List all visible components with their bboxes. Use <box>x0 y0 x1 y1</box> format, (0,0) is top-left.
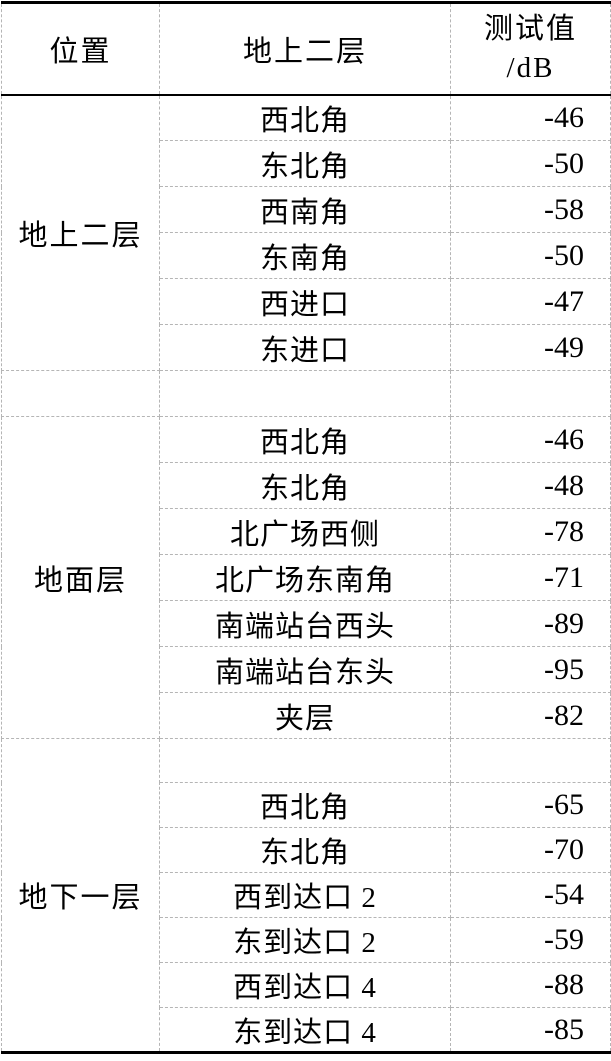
value-cell: -65 <box>450 782 611 828</box>
point-cell: 东北角 <box>159 462 451 509</box>
value-cell: -47 <box>450 278 611 325</box>
header-value-line1: 测试值 <box>483 12 577 45</box>
table-row: 西北角 -65 <box>2 782 611 828</box>
point-cell: 西到达口 4 <box>159 962 451 1008</box>
value-cell: -89 <box>450 600 611 647</box>
value-cell: -58 <box>450 186 611 233</box>
value-cell: -46 <box>450 416 611 463</box>
group-label-basement1: 地下一层 <box>1 738 160 1053</box>
value-cell: -82 <box>450 692 611 739</box>
value-cell: -48 <box>450 462 611 509</box>
header-location: 位置 <box>1 2 160 96</box>
table-row: 东到达口 4 -85 <box>2 1007 611 1053</box>
point-cell: 西南角 <box>159 186 451 233</box>
table-header-row: 位置 地上二层 测试值 /dB <box>1 2 611 96</box>
table-row: 地面层 西北角 -46 <box>1 416 611 739</box>
point-cell: 东进口 <box>159 324 451 371</box>
spacer-row <box>1 370 611 417</box>
table-row: 西到达口 2 -54 <box>2 872 611 918</box>
point-cell: 东北角 <box>159 140 451 187</box>
point-cell: 东北角 <box>159 827 451 873</box>
value-cell: -95 <box>450 646 611 693</box>
value-cell: -49 <box>450 324 611 371</box>
value-cell: -71 <box>450 554 611 601</box>
value-cell: -88 <box>450 962 611 1008</box>
point-cell: 东南角 <box>159 232 451 279</box>
point-cell: 东到达口 2 <box>159 917 451 963</box>
empty-cell <box>450 370 611 417</box>
table-row: 东北角 -50 <box>2 140 611 187</box>
table-row: 北广场东南角 -71 <box>2 554 611 601</box>
point-cell: 西北角 <box>159 782 451 828</box>
value-cell: -78 <box>450 508 611 555</box>
header-value-line2: /dB <box>506 51 555 84</box>
table-row: 东北角 -70 <box>2 827 611 873</box>
spacer-row: 地下一层 <box>1 738 611 1053</box>
point-cell: 夹层 <box>159 692 451 739</box>
table-row: 东北角 -48 <box>2 462 611 509</box>
table-row: 西到达口 4 -88 <box>2 962 611 1008</box>
point-cell: 西到达口 2 <box>159 872 451 918</box>
header-value: 测试值 /dB <box>450 2 611 96</box>
point-cell: 南端站台西头 <box>159 600 451 647</box>
empty-cell <box>450 738 611 783</box>
empty-cell <box>159 738 451 783</box>
point-cell: 西进口 <box>159 278 451 325</box>
point-cell: 西北角 <box>159 94 451 141</box>
value-cell: -59 <box>450 917 611 963</box>
value-cell: -46 <box>450 94 611 141</box>
value-cell: -70 <box>450 827 611 873</box>
value-cell: -85 <box>450 1007 611 1053</box>
point-cell: 南端站台东头 <box>159 646 451 693</box>
group-label-floor2: 地上二层 <box>1 94 160 371</box>
point-cell: 北广场西侧 <box>159 508 451 555</box>
value-cell: -54 <box>450 872 611 918</box>
empty-cell <box>159 370 451 417</box>
point-cell: 东到达口 4 <box>159 1007 451 1053</box>
group-label-ground: 地面层 <box>1 416 160 739</box>
point-cell: 北广场东南角 <box>159 554 451 601</box>
point-cell: 西北角 <box>159 416 451 463</box>
table-row: 北广场西侧 -78 <box>2 508 611 555</box>
table-row: 夹层 -82 <box>2 692 611 739</box>
table-row: 东进口 -49 <box>2 324 611 371</box>
empty-cell <box>1 370 160 417</box>
table-row: 地上二层 西北角 -46 <box>1 94 611 371</box>
table-row: 南端站台东头 -95 <box>2 646 611 693</box>
table-row: 南端站台西头 -89 <box>2 600 611 647</box>
value-cell: -50 <box>450 232 611 279</box>
value-cell: -50 <box>450 140 611 187</box>
header-floor: 地上二层 <box>159 2 451 96</box>
